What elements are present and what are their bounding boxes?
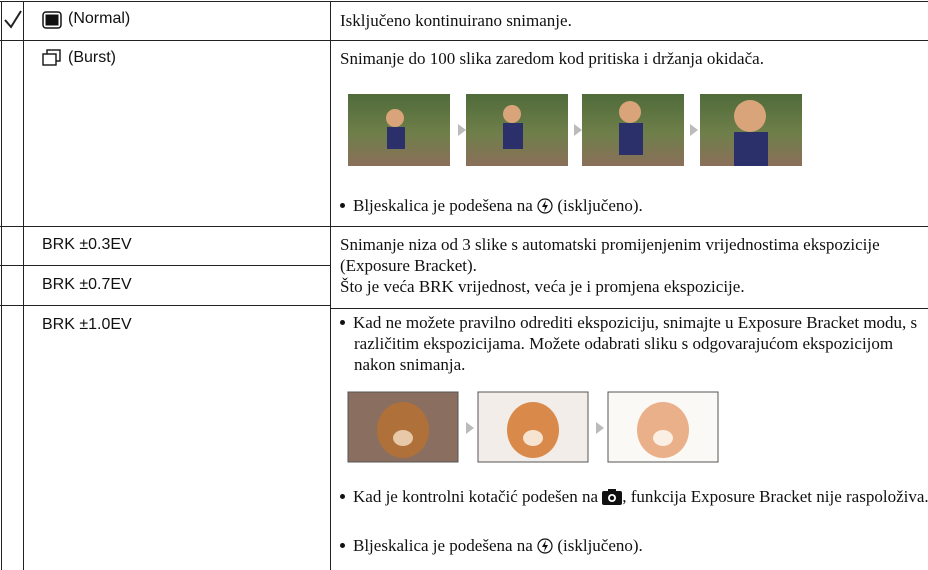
description: Što je veća BRK vrijednost, veća je i pr… bbox=[340, 277, 745, 296]
option-label: BRK ±0.3EV bbox=[42, 236, 132, 253]
rule bbox=[330, 308, 928, 309]
rule bbox=[1, 1, 2, 570]
rule bbox=[0, 226, 928, 227]
rule bbox=[0, 305, 330, 306]
check-icon bbox=[4, 10, 22, 29]
description: Snimanje niza od 3 slike s automatski pr… bbox=[340, 235, 880, 275]
rule bbox=[23, 1, 24, 570]
flash-off-icon bbox=[537, 538, 553, 554]
rule bbox=[0, 40, 928, 41]
option-label: BRK ±0.7EV bbox=[42, 276, 132, 293]
normal-icon bbox=[42, 11, 62, 29]
flash-off-icon bbox=[537, 198, 553, 214]
bullet: Bljeskalica je podešena na (isključeno). bbox=[340, 535, 928, 556]
option-label: (Normal) bbox=[68, 10, 131, 27]
bullet: Kad ne možete pravilno odrediti ekspozic… bbox=[340, 312, 928, 375]
bracket-photos bbox=[347, 391, 719, 463]
bullet-text: Bljeskalica je podešena na bbox=[353, 536, 533, 555]
description: Isključeno kontinuirano snimanje. bbox=[340, 11, 572, 30]
description: Snimanje do 100 slika zaredom kod pritis… bbox=[340, 49, 764, 68]
note-text: Bljeskalica je podešena na bbox=[353, 196, 533, 215]
burst-photos bbox=[348, 94, 802, 166]
rule bbox=[0, 1, 928, 2]
bullet: Kad je kontrolni kotačić podešen na , fu… bbox=[340, 486, 928, 507]
option-label: BRK ±1.0EV bbox=[42, 316, 132, 333]
note: Bljeskalica je podešena na (isključeno). bbox=[340, 195, 920, 216]
rule bbox=[0, 265, 330, 266]
bullet-text: Kad ne možete pravilno odrediti ekspozic… bbox=[353, 313, 918, 374]
bullet-text: (isključeno). bbox=[557, 536, 643, 555]
option-label: (Burst) bbox=[68, 49, 116, 66]
burst-icon bbox=[42, 49, 61, 66]
bullet-text: , funkcija Exposure Bracket nije raspolo… bbox=[622, 487, 928, 506]
rule bbox=[330, 1, 331, 570]
camera-icon bbox=[602, 489, 623, 505]
note-text: (isključeno). bbox=[557, 196, 643, 215]
bullet-text: Kad je kontrolni kotačić podešen na bbox=[353, 487, 599, 506]
